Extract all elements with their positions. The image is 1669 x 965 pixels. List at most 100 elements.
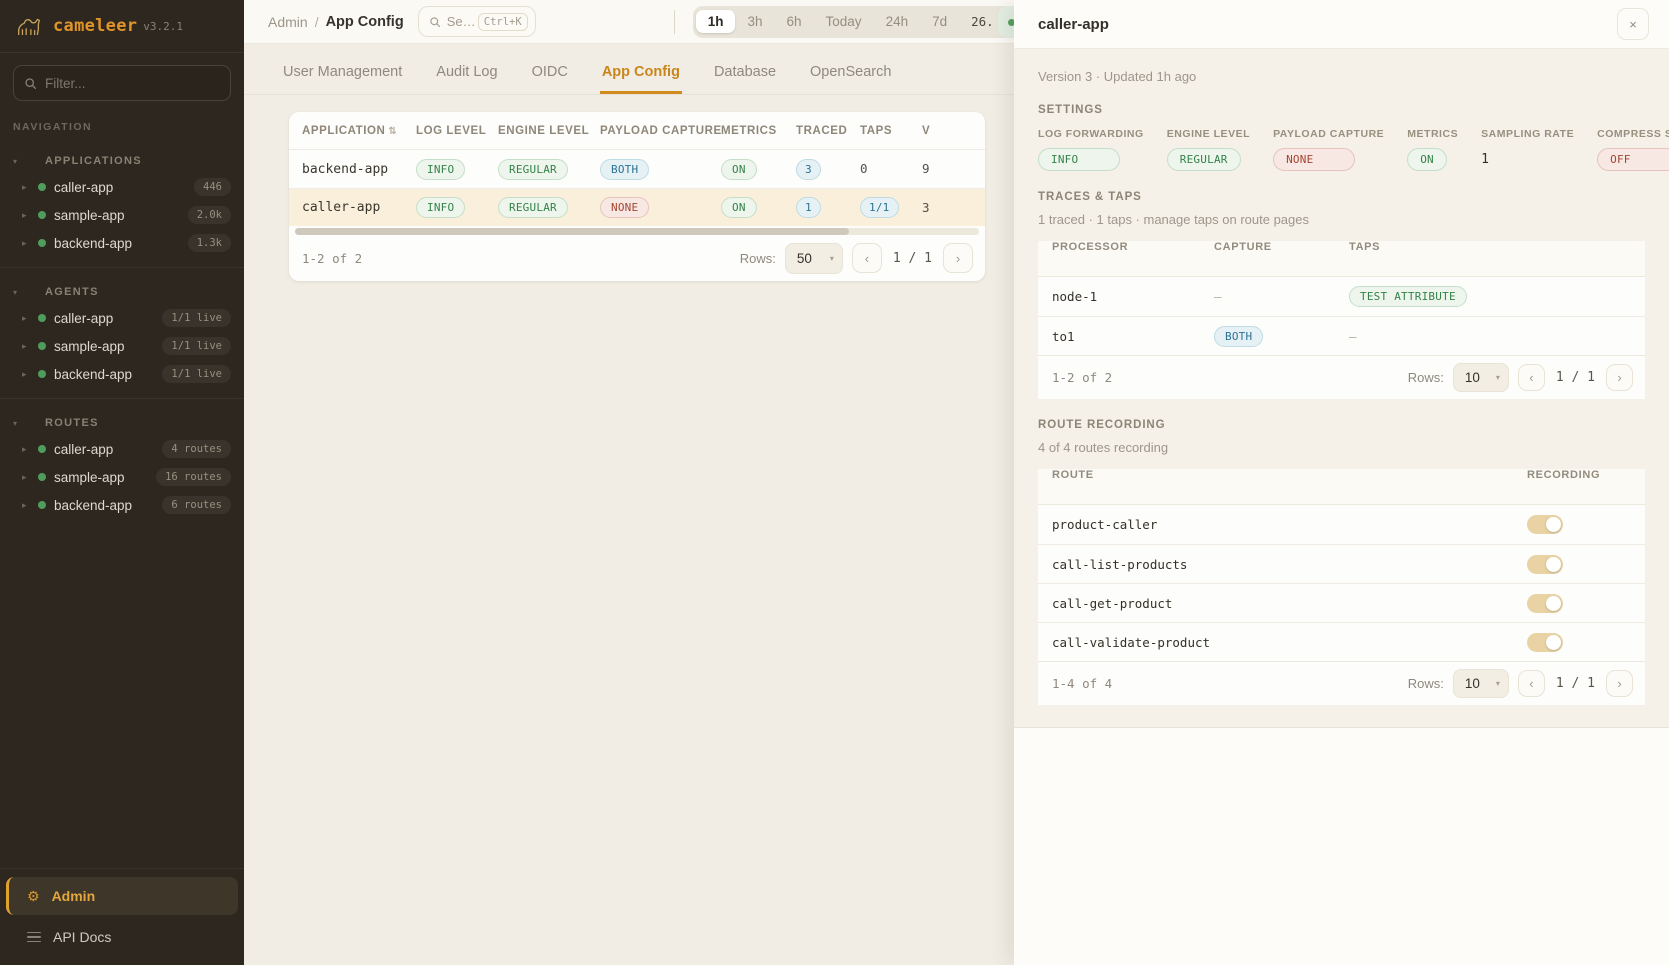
engine-level-pill: REGULAR xyxy=(498,158,568,180)
column-application[interactable]: APPLICATION ⇅ xyxy=(302,124,398,137)
tab-oidc[interactable]: OIDC xyxy=(531,64,568,80)
traces-section-label: TRACES & TAPS xyxy=(1038,191,1142,203)
tab-opensearch[interactable]: OpenSearch xyxy=(810,64,892,80)
sidebar-section-applications: ▾ APPLICATIONS ▸ caller-app 446 ▸ sample… xyxy=(0,149,244,268)
prev-page-button[interactable]: ‹ xyxy=(1517,364,1545,391)
recording-toggle[interactable] xyxy=(1527,554,1563,574)
item-label: sample-app xyxy=(54,207,125,223)
next-page-button[interactable]: › xyxy=(1606,364,1633,391)
range-1h[interactable]: 1h xyxy=(695,10,736,33)
app-logo[interactable]: cameleer v3.2.1 xyxy=(0,0,244,53)
caret-down-icon: ▾ xyxy=(1495,373,1500,382)
log-forwarding-pill: INFO xyxy=(1038,148,1120,171)
next-page-button[interactable]: › xyxy=(1606,670,1633,697)
rows-per-page-select[interactable]: 10 ▾ xyxy=(1452,363,1509,392)
table-row-backend-app[interactable]: backend-app INFO REGULAR BOTH ON 3 0 9 xyxy=(289,150,985,188)
field-engine-level: ENGINE LEVEL REGULAR xyxy=(1166,128,1250,171)
chevron-right-icon[interactable]: ▸ xyxy=(22,499,27,510)
chevron-right-icon[interactable]: ▸ xyxy=(22,368,27,379)
chevron-right-icon[interactable]: ▸ xyxy=(22,181,27,192)
sidebar-footer: ⚙ Admin API Docs xyxy=(0,868,244,965)
sidebar-section-agents: ▾ AGENTS ▸ caller-app 1/1 live ▸ sample-… xyxy=(0,280,244,399)
app-name: cameleer xyxy=(53,16,138,36)
caret-down-icon: ▾ xyxy=(829,253,834,263)
traces-table-header: PROCESSOR CAPTURE TAPS xyxy=(1038,241,1645,277)
range-today[interactable]: Today xyxy=(814,10,874,33)
range-3h[interactable]: 3h xyxy=(735,10,774,33)
close-button[interactable]: × xyxy=(1617,8,1649,40)
section-header-agents[interactable]: ▾ AGENTS xyxy=(0,280,244,304)
field-compress-success: COMPRESS SUCCESS OFF xyxy=(1597,128,1669,171)
prev-page-button[interactable]: ‹ xyxy=(851,243,882,273)
sidebar-item-api-docs[interactable]: API Docs xyxy=(6,919,238,955)
cell-route: product-caller xyxy=(1052,517,1158,532)
chevron-right-icon[interactable]: ▸ xyxy=(22,471,27,482)
rows-per-page-select[interactable]: 10 ▾ xyxy=(1452,669,1509,698)
range-6h[interactable]: 6h xyxy=(775,10,814,33)
scrollbar-thumb[interactable] xyxy=(295,228,850,235)
traced-pill: 1 xyxy=(796,197,821,218)
chevron-right-icon[interactable]: ▸ xyxy=(22,443,27,454)
breadcrumb-admin[interactable]: Admin xyxy=(268,13,308,30)
next-page-button[interactable]: › xyxy=(943,243,973,273)
tab-database[interactable]: Database xyxy=(713,64,777,80)
table-row-caller-app[interactable]: caller-app INFO REGULAR NONE ON 1 1/1 3 xyxy=(289,188,985,226)
column-engine-level: ENGINE LEVEL xyxy=(498,124,590,137)
tab-audit-log[interactable]: Audit Log xyxy=(436,64,498,80)
navigation-label: NAVIGATION xyxy=(13,121,93,133)
sidebar-item-caller-app[interactable]: ▸ caller-app 446 xyxy=(0,173,244,201)
rows-per-page-select[interactable]: 50 ▾ xyxy=(784,242,843,274)
tab-user-management[interactable]: User Management xyxy=(283,64,403,80)
filter-input[interactable] xyxy=(45,75,220,91)
global-search[interactable]: Se… Ctrl+K xyxy=(417,6,536,37)
breadcrumb-current: App Config xyxy=(325,13,404,30)
drawer-body: Version 3 · Updated 1h ago SETTINGS LOG … xyxy=(1014,48,1669,728)
sidebar-item-backend-app[interactable]: ▸ backend-app 1.3k xyxy=(0,229,244,257)
horizontal-scrollbar xyxy=(295,228,979,235)
prev-page-button[interactable]: ‹ xyxy=(1517,670,1545,697)
traces-subtitle: 1 traced · 1 taps · manage taps on route… xyxy=(1038,212,1310,227)
section-header-applications[interactable]: ▾ APPLICATIONS xyxy=(0,149,244,173)
tab-app-config[interactable]: App Config xyxy=(599,57,682,94)
drawer-header: caller-app × xyxy=(1014,0,1669,48)
chevron-right-icon[interactable]: ▸ xyxy=(22,237,27,248)
sidebar-item-agent-caller-app[interactable]: ▸ caller-app 1/1 live xyxy=(0,304,244,332)
sidebar-item-agent-sample-app[interactable]: ▸ sample-app 1/1 live xyxy=(0,332,244,360)
column-v: V xyxy=(922,124,931,137)
status-dot xyxy=(38,445,46,453)
sidebar-item-agent-backend-app[interactable]: ▸ backend-app 1/1 live xyxy=(0,360,244,388)
chevron-right-icon[interactable]: ▸ xyxy=(22,209,27,220)
recording-toggle[interactable] xyxy=(1527,515,1563,534)
rows-per-page-label: Rows: xyxy=(739,250,776,266)
table-pagination: 1-2 of 2 Rows: 50 ▾ ‹ 1 / 1 › xyxy=(289,235,985,281)
section-header-routes[interactable]: ▾ ROUTES xyxy=(0,411,244,435)
status-dot xyxy=(38,239,46,247)
cell-processor: to1 xyxy=(1052,328,1075,344)
range-7d[interactable]: 7d xyxy=(920,10,959,33)
trace-row-to1[interactable]: to1 BOTH — xyxy=(1038,316,1645,355)
sidebar-item-routes-caller-app[interactable]: ▸ caller-app 4 routes xyxy=(0,435,244,463)
detail-drawer: caller-app × Version 3 · Updated 1h ago … xyxy=(1014,0,1669,965)
chevron-right-icon[interactable]: ▸ xyxy=(22,312,27,323)
sidebar-item-sample-app[interactable]: ▸ sample-app 2.0k xyxy=(0,201,244,229)
sidebar-item-routes-backend-app[interactable]: ▸ backend-app 6 routes xyxy=(0,491,244,519)
row-range: 1-2 of 2 xyxy=(1052,370,1113,385)
item-label: backend-app xyxy=(54,366,133,382)
metrics-pill: ON xyxy=(721,197,757,218)
item-label: sample-app xyxy=(54,469,125,485)
sidebar-filter[interactable] xyxy=(13,65,231,101)
traces-pagination: 1-2 of 2 Rows: 10 ▾ ‹ 1 / 1 › xyxy=(1038,355,1645,399)
sidebar-item-admin[interactable]: ⚙ Admin xyxy=(6,877,238,915)
sidebar-item-routes-sample-app[interactable]: ▸ sample-app 16 routes xyxy=(0,463,244,491)
column-capture: CAPTURE xyxy=(1214,241,1272,253)
item-label: caller-app xyxy=(54,441,114,457)
engine-level-pill: REGULAR xyxy=(498,197,568,218)
recording-toggle[interactable] xyxy=(1527,593,1563,613)
recording-toggle[interactable] xyxy=(1527,632,1563,652)
range-24h[interactable]: 24h xyxy=(874,10,921,33)
trace-row-node-1[interactable]: node-1 — TEST ATTRIBUTE xyxy=(1038,277,1645,316)
chevron-right-icon[interactable]: ▸ xyxy=(22,340,27,351)
sort-icon[interactable]: ⇅ xyxy=(388,125,398,137)
status-dot xyxy=(38,183,46,191)
app-version: v3.2.1 xyxy=(143,19,184,33)
